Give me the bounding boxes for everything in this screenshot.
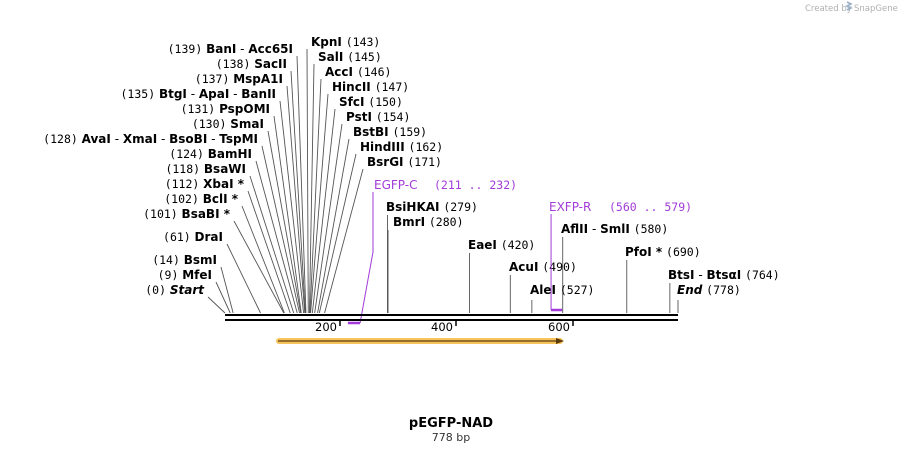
map-title: pEGFP-NAD bbox=[409, 416, 493, 431]
site-connector-line bbox=[309, 78, 322, 314]
feature-arrowhead-icon bbox=[556, 338, 564, 344]
site-connector-line bbox=[279, 100, 305, 314]
site-connector-line bbox=[311, 108, 336, 314]
site-label-aflii[interactable]: AflII - SmlI (580) bbox=[561, 222, 668, 236]
site-connector-line bbox=[241, 205, 285, 314]
primer-range: (560 .. 579) bbox=[609, 200, 692, 214]
site-labels: KpnI (143)SalI (145)AccI (146)HincII (14… bbox=[43, 35, 779, 297]
site-connector-line bbox=[308, 63, 315, 314]
site-connector-line bbox=[296, 55, 307, 314]
site-label-end[interactable]: End (778) bbox=[677, 283, 741, 297]
site-connector-line bbox=[233, 220, 285, 314]
primer-lead-line bbox=[359, 192, 374, 324]
primer-exfp-r[interactable]: EXFP-R (560 .. 579) bbox=[549, 200, 692, 214]
site-label-acui[interactable]: AcuI (490) bbox=[509, 260, 577, 274]
site-label-btgi[interactable]: (135) BtgI - ApaI - BanII bbox=[121, 87, 277, 101]
site-label-bsabi[interactable]: (101) BsaBI * bbox=[143, 207, 231, 221]
site-connectors bbox=[207, 48, 679, 314]
site-label-eaei[interactable]: EaeI (420) bbox=[468, 238, 535, 252]
site-connector-line bbox=[226, 243, 261, 314]
site-label-sali[interactable]: SalI (145) bbox=[318, 50, 382, 64]
site-label-xbai[interactable]: (112) XbaI * bbox=[165, 177, 245, 191]
site-label-bcli[interactable]: (102) BclI * bbox=[164, 192, 238, 206]
map-length: 778 bp bbox=[432, 431, 470, 444]
site-label-kpni[interactable]: KpnI (143) bbox=[311, 35, 380, 49]
sequence-backbone bbox=[225, 314, 678, 321]
snapgene-credit: Created by SnapGene bbox=[805, 1, 898, 14]
primer-name: EGFP-C bbox=[374, 178, 417, 192]
site-label-psti[interactable]: PstI (154) bbox=[346, 110, 410, 124]
ruler-label-600: 600 bbox=[548, 320, 570, 334]
site-label-smai[interactable]: (130) SmaI bbox=[192, 117, 264, 131]
primer-binding-exfp-r bbox=[550, 214, 563, 312]
site-connector-line bbox=[318, 153, 357, 314]
site-label-sfci[interactable]: SfcI (150) bbox=[339, 95, 403, 109]
site-label-pfoi[interactable]: PfoI * (690) bbox=[625, 245, 701, 259]
site-label-acci[interactable]: AccI (146) bbox=[325, 65, 391, 79]
site-connector-line bbox=[207, 296, 226, 314]
site-label-pspomi[interactable]: (131) PspOMI bbox=[181, 102, 270, 116]
primer-range: (211 .. 232) bbox=[434, 178, 517, 192]
site-label-bsrgi[interactable]: BsrGI (171) bbox=[367, 155, 442, 169]
site-label-alei[interactable]: AleI (527) bbox=[530, 283, 594, 297]
ruler-label-200: 200 bbox=[315, 320, 337, 334]
primer-name: EXFP-R bbox=[549, 200, 591, 214]
site-connector-line bbox=[324, 168, 364, 314]
ruler-label-400: 400 bbox=[431, 320, 453, 334]
map-title-block: pEGFP-NAD 778 bp bbox=[409, 416, 493, 444]
site-connector-line bbox=[255, 160, 298, 314]
site-connector-line bbox=[317, 138, 350, 314]
site-label-mspa1i[interactable]: (137) MspA1I bbox=[195, 72, 283, 86]
site-label-bsihkai[interactable]: BsiHKAI (279) bbox=[386, 200, 478, 214]
site-label-mfei[interactable]: (9) MfeI bbox=[158, 268, 212, 282]
site-connector-line bbox=[215, 281, 231, 314]
site-label-bstbi[interactable]: BstBI (159) bbox=[353, 125, 427, 139]
site-connector-line bbox=[290, 70, 306, 314]
site-label-bamhi[interactable]: (124) BamHI bbox=[169, 147, 252, 161]
site-label-sacii[interactable]: (138) SacII bbox=[216, 57, 287, 71]
site-connector-line bbox=[273, 115, 302, 314]
site-connector-line bbox=[267, 130, 302, 314]
ruler: 200 400 600 bbox=[315, 320, 574, 334]
primers: EGFP-C (211 .. 232) EXFP-R (560 .. 579) bbox=[347, 178, 692, 325]
credit-prefix: Created by bbox=[805, 4, 852, 14]
primer-egfp-c[interactable]: EGFP-C (211 .. 232) bbox=[374, 178, 517, 192]
site-connector-line bbox=[261, 145, 300, 314]
site-label-hincii[interactable]: HincII (147) bbox=[332, 80, 409, 94]
site-connector-line bbox=[220, 266, 234, 314]
site-label-bsawi[interactable]: (118) BsaWI bbox=[165, 162, 246, 176]
site-connector-line bbox=[306, 48, 309, 314]
site-label-bsmi[interactable]: (14) BsmI bbox=[152, 253, 217, 267]
site-label-avai[interactable]: (128) AvaI - XmaI - BsoBI - TspMI bbox=[43, 132, 258, 146]
site-label-hindiii[interactable]: HindIII (162) bbox=[360, 140, 443, 154]
site-connector-line bbox=[286, 85, 306, 314]
site-label-btsi[interactable]: BtsI - BtsαI (764) bbox=[668, 268, 780, 282]
site-label-start[interactable]: (0) Start bbox=[145, 283, 205, 297]
snapgene-logo-icon bbox=[845, 1, 853, 11]
site-connector-line bbox=[314, 123, 343, 314]
site-label-drai[interactable]: (61) DraI bbox=[163, 230, 223, 244]
site-connector-line bbox=[249, 175, 295, 314]
credit-brand: SnapGene bbox=[854, 4, 898, 14]
feature-orf-arrow[interactable] bbox=[276, 338, 564, 344]
site-label-bmri[interactable]: BmrI (280) bbox=[393, 215, 464, 229]
primer-binding-egfp-c bbox=[347, 192, 374, 325]
site-label-bani[interactable]: (139) BanI - Acc65I bbox=[168, 42, 293, 56]
site-connector-line bbox=[247, 190, 291, 314]
site-connector-line bbox=[310, 93, 329, 314]
